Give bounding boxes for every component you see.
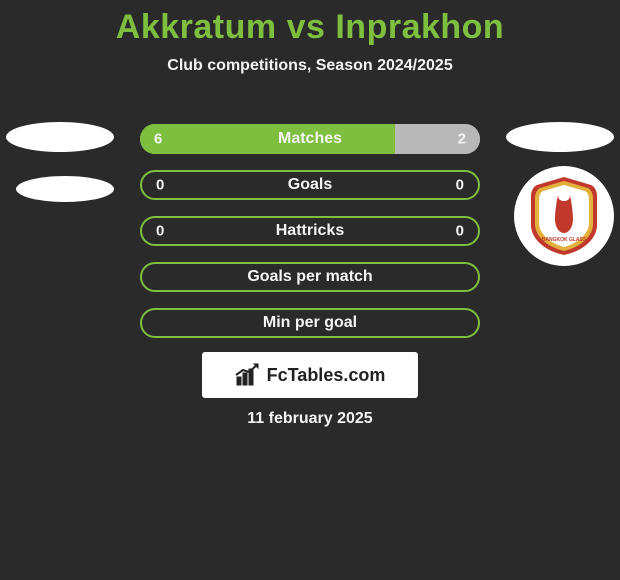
stat-label: Goals per match xyxy=(142,268,478,286)
ellipse-icon xyxy=(506,122,614,152)
bar-chart-icon xyxy=(235,363,261,387)
stat-row: Hattricks0 0 xyxy=(140,216,480,246)
stat-row: Matches6 2 xyxy=(140,124,480,154)
stat-row: Goals per match xyxy=(140,262,480,292)
stat-value-right: 2 xyxy=(458,131,466,148)
stat-row: Goals0 0 xyxy=(140,170,480,200)
svg-text:BANGKOK GLASS: BANGKOK GLASS xyxy=(542,237,587,243)
ellipse-icon xyxy=(6,122,114,152)
brand-badge: FcTables.com xyxy=(202,352,418,398)
left-team-logo-1 xyxy=(6,122,114,152)
left-team-logo-2 xyxy=(16,176,114,202)
ellipse-icon xyxy=(16,176,114,202)
stat-label: Matches xyxy=(140,130,480,148)
date-stamp: 11 february 2025 xyxy=(0,410,620,428)
stat-value-right: 0 xyxy=(456,223,464,240)
title-right: Inprakhon xyxy=(335,8,504,46)
comparison-bars: Matches62Goals00Hattricks00Goals per mat… xyxy=(140,124,480,354)
club-shield-icon: BANGKOK GLASS xyxy=(529,175,599,257)
stat-value-left: 0 xyxy=(156,177,164,194)
right-team-logo-1 xyxy=(506,122,614,152)
stat-value-left: 6 xyxy=(154,131,162,148)
stat-value-left: 0 xyxy=(156,223,164,240)
stat-label: Goals xyxy=(142,176,478,194)
stat-value-right: 0 xyxy=(456,177,464,194)
shield-circle: BANGKOK GLASS xyxy=(514,166,614,266)
right-team-logo-2: BANGKOK GLASS xyxy=(514,166,614,266)
stat-label: Min per goal xyxy=(142,314,478,332)
brand-text: FcTables.com xyxy=(267,365,386,386)
stat-row: Min per goal xyxy=(140,308,480,338)
subtitle: Club competitions, Season 2024/2025 xyxy=(0,57,620,75)
title-vs: vs xyxy=(287,8,326,46)
stat-label: Hattricks xyxy=(142,222,478,240)
page-title: Akkratum vs Inprakhon xyxy=(0,0,620,47)
title-left: Akkratum xyxy=(116,8,277,46)
